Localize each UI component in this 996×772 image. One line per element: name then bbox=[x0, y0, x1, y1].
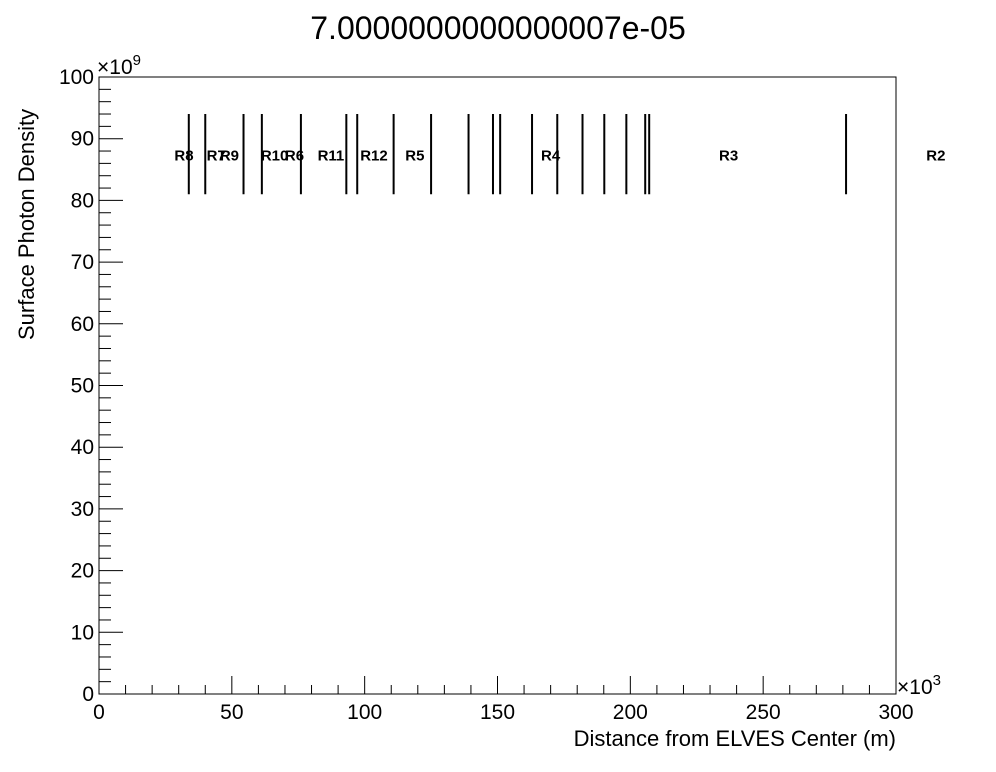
y-tick-label: 70 bbox=[71, 251, 94, 274]
x-tick-label: 250 bbox=[746, 701, 781, 724]
x-axis-title: Distance from ELVES Center (m) bbox=[574, 726, 896, 751]
y-axis-multiplier: ×109 bbox=[97, 52, 141, 79]
x-tick-label: 50 bbox=[220, 701, 243, 724]
x-axis-ticks bbox=[98, 676, 897, 694]
region-label: R2 bbox=[926, 147, 945, 164]
y-tick-label: 50 bbox=[71, 375, 94, 398]
y-tick-label: 80 bbox=[71, 189, 94, 212]
y-axis-tick-labels: 0 10 20 30 40 50 60 70 80 90 100 bbox=[59, 66, 94, 706]
y-tick-label: 40 bbox=[71, 436, 94, 459]
region-label: R12 bbox=[360, 147, 388, 164]
plot-frame bbox=[98, 76, 897, 695]
x-tick-label: 0 bbox=[93, 701, 105, 724]
region-label: R11 bbox=[318, 147, 345, 164]
y-tick-label: 20 bbox=[71, 560, 94, 583]
y-axis-multiplier-exponent: 9 bbox=[133, 52, 141, 69]
x-tick-label: 300 bbox=[878, 701, 913, 724]
x-axis-multiplier-exponent: 3 bbox=[933, 672, 941, 689]
y-tick-label: 90 bbox=[71, 128, 94, 151]
region-label: R7 bbox=[207, 147, 226, 164]
y-axis-ticks bbox=[99, 76, 123, 695]
y-tick-label: 10 bbox=[71, 621, 94, 644]
y-axis-title: Surface Photon Density bbox=[14, 109, 39, 340]
y-tick-label: 100 bbox=[59, 66, 94, 89]
region-label: R5 bbox=[405, 147, 424, 164]
x-axis-multiplier-base: ×10 bbox=[897, 676, 933, 699]
x-tick-label: 150 bbox=[480, 701, 515, 724]
region-label: R9 bbox=[220, 147, 239, 164]
region-label: R6 bbox=[285, 147, 304, 164]
region-label: R10 bbox=[261, 147, 289, 164]
x-tick-label: 200 bbox=[613, 701, 648, 724]
region-label: R8 bbox=[174, 147, 193, 164]
region-label: R3 bbox=[719, 147, 738, 164]
x-axis-tick-labels: 0 50 100 150 200 250 300 bbox=[93, 701, 913, 724]
x-tick-label: 100 bbox=[347, 701, 382, 724]
chart-title: 7.0000000000000007e-05 bbox=[310, 10, 685, 46]
y-axis-multiplier-base: ×10 bbox=[97, 56, 133, 79]
x-axis-multiplier: ×103 bbox=[897, 672, 941, 699]
y-tick-label: 30 bbox=[71, 498, 94, 521]
region-label: R4 bbox=[541, 147, 561, 164]
y-tick-label: 0 bbox=[82, 683, 94, 706]
boundary-markers bbox=[187, 114, 848, 195]
y-tick-label: 60 bbox=[71, 313, 94, 336]
